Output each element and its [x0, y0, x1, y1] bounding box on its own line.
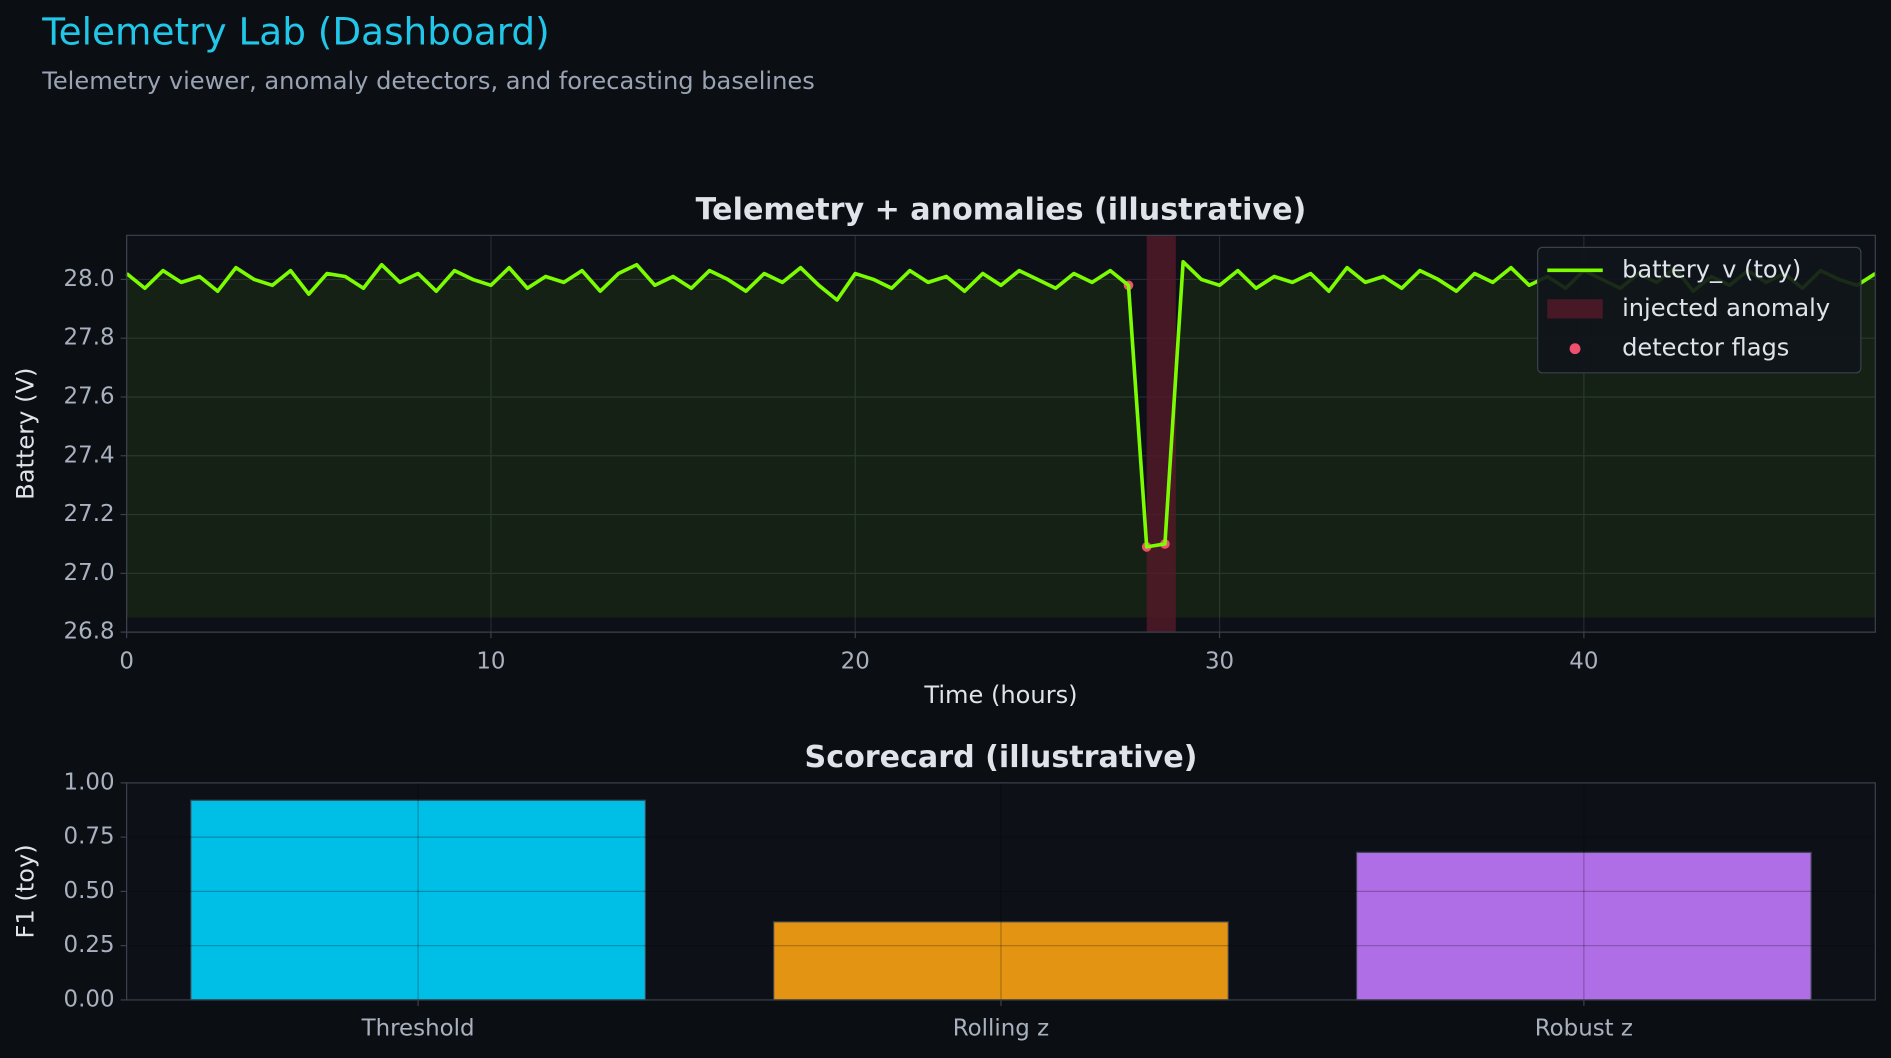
bar — [773, 921, 1229, 1001]
x-tick-label: 30 — [1205, 649, 1234, 675]
y-axis-label: Battery (V) — [12, 368, 40, 500]
bar — [190, 799, 647, 1001]
x-tick-label: Robust z — [1535, 1015, 1633, 1041]
y-tick-label: 0.25 — [64, 932, 115, 958]
y-tick-label: 0.50 — [64, 878, 115, 904]
y-tick-label: 28.0 — [64, 266, 115, 292]
x-tick-label: 0 — [119, 649, 134, 675]
legend-swatch — [1569, 343, 1581, 355]
legend-label: battery_v (toy) — [1622, 255, 1801, 283]
plot-frame — [126, 782, 1876, 1001]
area-fill — [126, 261, 1876, 618]
chart-title: Scorecard (illustrative) — [805, 740, 1198, 775]
page-title: Telemetry Lab (Dashboard) — [41, 9, 550, 53]
plot-frame — [126, 234, 1876, 633]
legend-swatch — [1547, 299, 1603, 319]
y-tick-label: 27.0 — [64, 560, 115, 586]
bar — [1355, 851, 1812, 1001]
legend-label: detector flags — [1622, 334, 1789, 362]
y-tick-label: 0.75 — [64, 824, 115, 850]
y-tick-label: 27.6 — [64, 383, 115, 409]
chart-title: Telemetry + anomalies (illustrative) — [696, 193, 1307, 228]
x-tick-label: 40 — [1569, 649, 1598, 675]
page-subtitle: Telemetry viewer, anomaly detectors, and… — [41, 67, 815, 95]
y-tick-label: 1.00 — [64, 769, 115, 795]
x-tick-label: Threshold — [361, 1015, 475, 1041]
y-axis-label: F1 (toy) — [12, 844, 40, 938]
y-tick-label: 27.4 — [64, 442, 115, 468]
x-tick-label: 20 — [841, 649, 870, 675]
y-tick-label: 26.8 — [64, 619, 115, 645]
x-axis-label: Time (hours) — [923, 681, 1077, 709]
legend-box — [1537, 246, 1862, 374]
x-tick-label: 10 — [476, 649, 505, 675]
y-tick-label: 0.00 — [64, 986, 115, 1012]
x-tick-label: Rolling z — [953, 1015, 1049, 1041]
legend-label: injected anomaly — [1622, 294, 1830, 322]
y-tick-label: 27.8 — [64, 325, 115, 351]
y-tick-label: 27.2 — [64, 501, 115, 527]
